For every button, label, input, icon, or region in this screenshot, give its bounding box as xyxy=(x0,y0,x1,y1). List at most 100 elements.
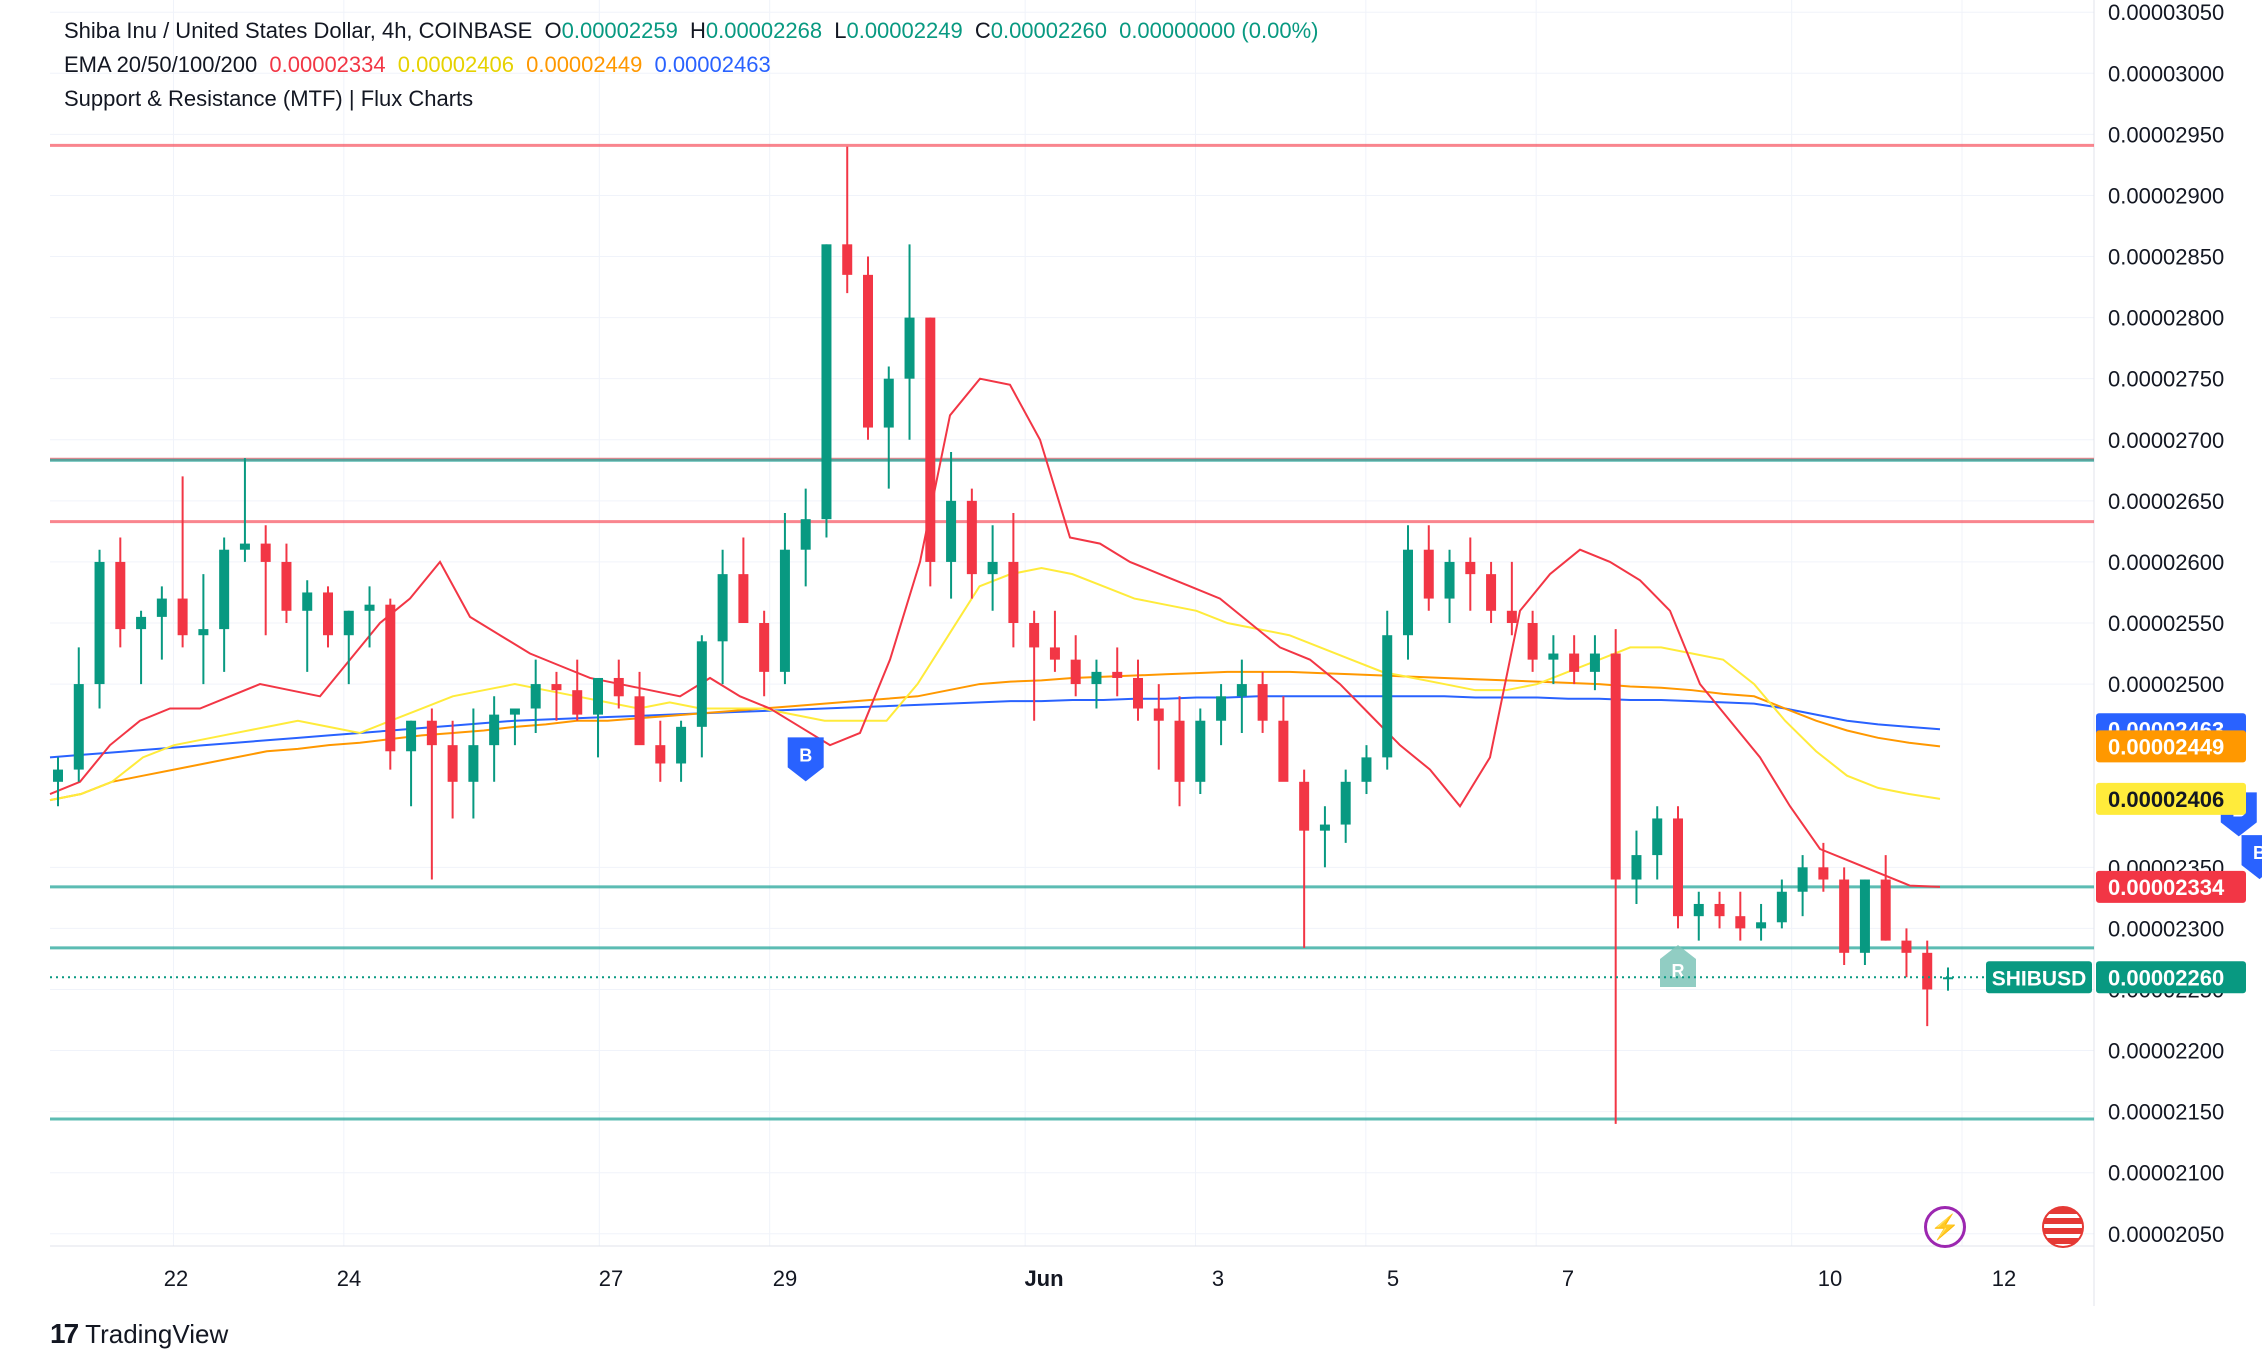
candle[interactable] xyxy=(1631,830,1642,904)
candle[interactable] xyxy=(759,610,770,697)
candle[interactable] xyxy=(385,598,396,770)
candle-body[interactable] xyxy=(1403,549,1413,636)
candle-body[interactable] xyxy=(156,598,167,617)
candle[interactable] xyxy=(1216,684,1227,746)
candle-body[interactable] xyxy=(1091,671,1102,685)
candle-body[interactable] xyxy=(489,714,500,746)
candle-body[interactable] xyxy=(1735,916,1746,929)
candle-body[interactable] xyxy=(676,726,687,764)
candle[interactable] xyxy=(696,635,707,758)
candle[interactable] xyxy=(136,610,147,685)
candle-body[interactable] xyxy=(509,708,520,715)
candle[interactable] xyxy=(1319,806,1330,868)
candle-body[interactable] xyxy=(634,696,645,746)
candle-body[interactable] xyxy=(821,244,832,520)
lightning-icon[interactable]: ⚡ xyxy=(1924,1206,1966,1248)
candle-body[interactable] xyxy=(1029,623,1040,648)
candle-body[interactable] xyxy=(1319,824,1330,831)
candle[interactable] xyxy=(1403,525,1413,660)
candle[interactable] xyxy=(904,244,915,440)
candlesticks[interactable] xyxy=(53,146,1953,1124)
candle-body[interactable] xyxy=(1174,720,1185,782)
candle-body[interactable] xyxy=(1631,855,1642,880)
candle-body[interactable] xyxy=(655,745,666,764)
candle-body[interactable] xyxy=(73,684,84,770)
candle-body[interactable] xyxy=(593,677,603,715)
sr-legend[interactable]: Support & Resistance (MTF) | Flux Charts xyxy=(64,86,479,112)
candle[interactable] xyxy=(738,537,749,623)
candle[interactable] xyxy=(468,708,479,819)
candle[interactable] xyxy=(302,580,313,672)
candle-body[interactable] xyxy=(1299,781,1310,831)
candle-body[interactable] xyxy=(177,598,188,636)
candle-body[interactable] xyxy=(1382,635,1393,758)
candle[interactable] xyxy=(1610,629,1621,1124)
candle[interactable] xyxy=(1859,879,1870,966)
candle[interactable] xyxy=(863,256,873,440)
candle-body[interactable] xyxy=(966,500,977,575)
candle[interactable] xyxy=(925,317,936,587)
candle-body[interactable] xyxy=(1652,818,1663,856)
candle-body[interactable] xyxy=(1444,561,1455,599)
candle-body[interactable] xyxy=(426,720,437,746)
candle-body[interactable] xyxy=(1673,818,1683,917)
candle-body[interactable] xyxy=(1859,879,1870,953)
candle[interactable] xyxy=(260,525,271,636)
candle-body[interactable] xyxy=(1465,561,1476,575)
candle[interactable] xyxy=(1569,635,1580,685)
candle-body[interactable] xyxy=(1714,903,1725,917)
candle-body[interactable] xyxy=(1569,653,1580,672)
candle-body[interactable] xyxy=(1257,684,1268,721)
candle[interactable] xyxy=(821,244,832,538)
candle-body[interactable] xyxy=(925,317,936,562)
candle-body[interactable] xyxy=(343,610,354,636)
candle[interactable] xyxy=(177,476,188,648)
candle[interactable] xyxy=(1257,671,1268,733)
candle-body[interactable] xyxy=(406,720,417,752)
candle[interactable] xyxy=(1839,867,1850,966)
candle-body[interactable] xyxy=(904,317,915,379)
candle[interactable] xyxy=(1465,537,1476,611)
candle-body[interactable] xyxy=(1195,720,1206,782)
candle-body[interactable] xyxy=(1340,781,1351,825)
candle[interactable] xyxy=(987,525,998,611)
candle[interactable] xyxy=(1880,855,1891,941)
candle-body[interactable] xyxy=(1216,696,1227,721)
candle-body[interactable] xyxy=(1776,891,1787,923)
candle-body[interactable] xyxy=(551,684,562,691)
candle-body[interactable] xyxy=(198,629,209,636)
candle[interactable] xyxy=(613,659,624,709)
candle-body[interactable] xyxy=(779,549,790,672)
ema-legend[interactable]: EMA 20/50/100/200 0.00002334 0.00002406 … xyxy=(64,52,777,78)
candle-body[interactable] xyxy=(863,274,873,428)
candle[interactable] xyxy=(1548,635,1559,685)
candle[interactable] xyxy=(115,537,126,648)
candle[interactable] xyxy=(239,458,250,562)
candle[interactable] xyxy=(1195,708,1206,795)
candle[interactable] xyxy=(842,146,853,294)
candle[interactable] xyxy=(1112,647,1123,697)
candle[interactable] xyxy=(53,757,63,807)
candle[interactable] xyxy=(779,513,790,685)
candle-body[interactable] xyxy=(1797,867,1808,892)
candle[interactable] xyxy=(1818,842,1829,892)
candle[interactable] xyxy=(1029,610,1040,721)
candle-body[interactable] xyxy=(717,574,728,642)
candle-body[interactable] xyxy=(1153,708,1164,721)
candle[interactable] xyxy=(1506,561,1517,636)
candle[interactable] xyxy=(883,366,894,489)
candle[interactable] xyxy=(1133,659,1143,721)
candle-body[interactable] xyxy=(613,677,624,697)
candle-body[interactable] xyxy=(1839,879,1850,953)
candle[interactable] xyxy=(447,720,458,819)
candle-body[interactable] xyxy=(94,561,105,685)
symbol-legend[interactable]: Shiba Inu / United States Dollar, 4h, CO… xyxy=(64,18,1324,44)
candle-body[interactable] xyxy=(1756,922,1767,929)
candle-body[interactable] xyxy=(1423,549,1434,599)
candle-body[interactable] xyxy=(842,244,853,275)
candle[interactable] xyxy=(73,647,84,782)
candle[interactable] xyxy=(343,610,354,685)
candle-body[interactable] xyxy=(1589,653,1600,672)
candle[interactable] xyxy=(1236,659,1247,733)
time-axis[interactable]: 22 24 27 29 Jun 3 5 7 10 12 xyxy=(164,1266,2016,1291)
